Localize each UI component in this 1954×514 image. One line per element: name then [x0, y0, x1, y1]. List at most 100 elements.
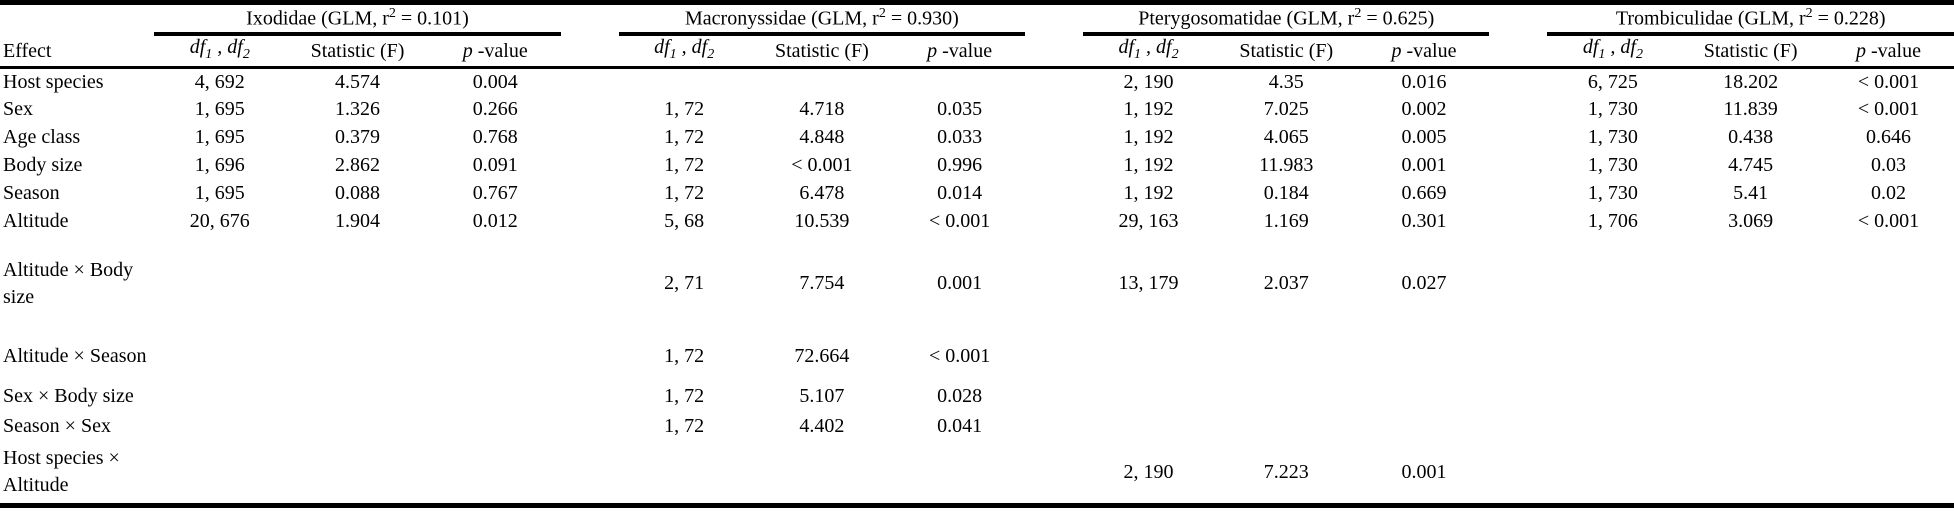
statistic-column-header: Statistic (F) [1213, 33, 1359, 69]
df-value-cell [154, 412, 285, 442]
df-value-cell: 1, 695 [194, 98, 245, 120]
effect-label: Season × Sex [3, 415, 111, 437]
p-value-column-header: p -value [894, 33, 1026, 69]
statistic-value-cell: 11.983 [1259, 154, 1314, 176]
statistic-value-cell: 4.574 [335, 70, 381, 93]
df-value-cell [619, 67, 750, 96]
df-notation: df1 , df2 [189, 35, 250, 62]
table-row: Altitude 20, 676 1.904 0.012 5, 68 10.539 < 0.… [0, 208, 1954, 236]
effect-label: Altitude × Body size [3, 258, 134, 308]
table-body: Host species 4, 692 4.574 0.004 2, 190 4.35 0.… [0, 67, 1954, 506]
statistic-value-cell: 4.718 [799, 98, 845, 120]
group-gap [561, 208, 619, 236]
group-gap [1489, 3, 1547, 34]
df-value-cell: 1, 192 [1123, 154, 1174, 176]
group-gap [1489, 332, 1547, 382]
group-gap [561, 442, 619, 506]
statistic-value-cell [1678, 332, 1823, 382]
p-value-cell: 0.016 [1401, 70, 1447, 93]
df-value-cell: 2, 190 [1123, 70, 1174, 93]
group-gap [561, 382, 619, 412]
statistic-value-cell: 1.169 [1263, 210, 1309, 232]
df-value-cell [1083, 382, 1214, 412]
group-gap [561, 124, 619, 152]
p-value-cell: 0.001 [1401, 154, 1447, 176]
df-value-cell: 1, 192 [1123, 182, 1174, 204]
p-value-cell [430, 382, 561, 412]
group-gap [1025, 124, 1083, 152]
p-value-cell: 0.768 [472, 126, 518, 148]
group-title-text: Ixodidae (GLM, r [246, 7, 389, 30]
p-value-cell: 0.005 [1401, 126, 1447, 148]
statistic-value-cell: 5.107 [799, 385, 845, 407]
table-row: Age class 1, 695 0.379 0.768 1, 72 4.848 0.033… [0, 124, 1954, 152]
statistic-value-cell: 2.037 [1263, 272, 1309, 294]
statistic-column-header: Statistic (F) [1678, 33, 1823, 69]
r-squared-superscript: 2 [1805, 5, 1813, 21]
group-gap [1025, 412, 1083, 442]
df-notation: df1 , df2 [654, 35, 715, 62]
group-gap [1489, 180, 1547, 208]
p-value-column-header: p -value [1822, 33, 1954, 69]
p-value-cell [430, 412, 561, 442]
p-value-cell: < 0.001 [1857, 70, 1920, 93]
statistic-column-header: Statistic (F) [749, 33, 895, 69]
df-value-cell [1547, 442, 1678, 506]
group-title-macronyssidae: Macronyssidae (GLM, r2 = 0.930) [618, 2, 1026, 36]
statistic-value-cell [1214, 412, 1359, 442]
p-value-cell [430, 442, 561, 506]
df-value-cell: 1, 730 [1587, 182, 1638, 204]
df-value-cell [1547, 332, 1678, 382]
group-gap [561, 96, 619, 124]
df-value-cell [154, 382, 285, 412]
effect-label: Season [3, 182, 60, 204]
group-gap [1489, 67, 1547, 96]
group-title-text: = 0.228) [1812, 7, 1886, 30]
p-value-cell [1823, 442, 1954, 506]
table-row: Season × Sex 1, 72 4.402 0.041 [0, 412, 1954, 442]
statistic-value-cell: < 0.001 [791, 154, 853, 176]
statistic-value-cell [750, 67, 895, 96]
df-value-cell: 2, 71 [664, 272, 705, 294]
p-value-cell: 0.041 [937, 415, 983, 437]
statistic-value-cell: 72.664 [794, 345, 850, 367]
statistic-value-cell: 4.065 [1263, 126, 1309, 148]
df-value-cell [1547, 382, 1678, 412]
effect-label: Body size [3, 154, 83, 176]
statistic-value-cell: 1.904 [335, 210, 381, 232]
group-gap [1489, 442, 1547, 506]
p-symbol: p [927, 39, 938, 62]
statistic-value-cell: 3.069 [1728, 210, 1774, 232]
p-value-cell: 0.669 [1401, 182, 1447, 204]
group-gap [1025, 236, 1083, 332]
p-value-label: -value [1401, 39, 1457, 62]
df-value-cell: 2, 190 [1123, 460, 1174, 483]
group-gap [1025, 67, 1083, 96]
group-gap [1025, 208, 1083, 236]
effect-label: Sex [3, 98, 33, 120]
df-value-cell: 4, 692 [194, 70, 245, 93]
group-gap [561, 152, 619, 180]
p-value-cell [1359, 382, 1490, 412]
group-gap [1025, 382, 1083, 412]
statistic-value-cell [1678, 236, 1823, 332]
df-column-header: df1 , df2 [154, 33, 286, 69]
group-gap [1489, 152, 1547, 180]
p-value-cell: 0.996 [937, 154, 983, 176]
p-value-cell [1823, 332, 1954, 382]
group-gap [1489, 33, 1548, 69]
df-value-cell: 13, 179 [1118, 272, 1179, 294]
statistic-value-cell [1214, 382, 1359, 412]
df-value-cell: 1, 72 [664, 98, 705, 120]
group-gap [561, 180, 619, 208]
p-value-cell [1359, 332, 1490, 382]
group-gap [1025, 96, 1083, 124]
group-gap [1025, 3, 1083, 34]
p-value-cell: 0.033 [937, 126, 983, 148]
statistic-value-cell: 4.848 [799, 126, 845, 148]
df-value-cell: 1, 72 [664, 182, 705, 204]
statistic-value-cell [285, 412, 430, 442]
effect-column-header: Effect [0, 33, 155, 69]
